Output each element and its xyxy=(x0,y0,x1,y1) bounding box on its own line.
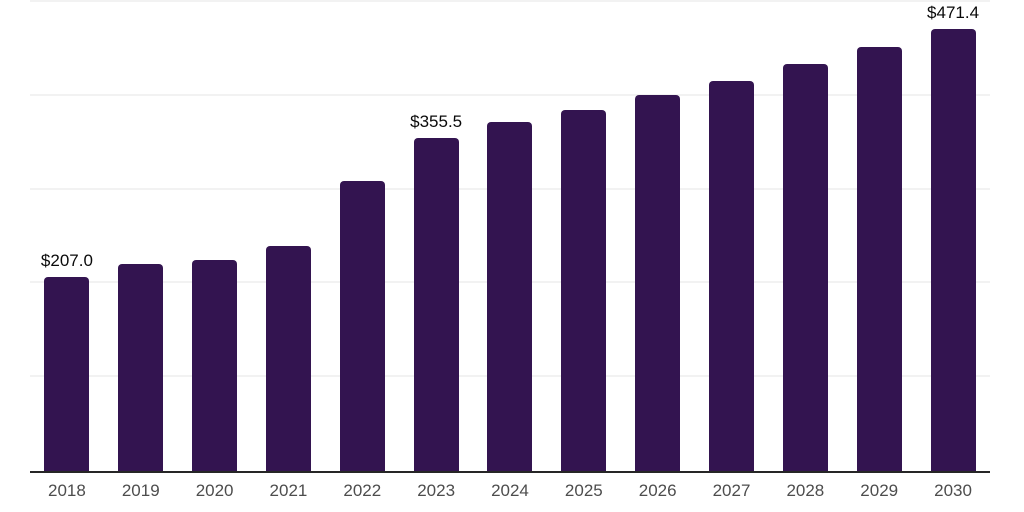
bar-2023 xyxy=(413,137,459,471)
bar-2027 xyxy=(709,81,755,471)
x-tick-2024: 2024 xyxy=(491,481,529,500)
bar-2025 xyxy=(561,109,607,471)
x-tick-2019: 2019 xyxy=(121,481,160,500)
bar-2026 xyxy=(635,94,681,471)
bar-slot-2027 xyxy=(695,2,769,471)
bar-slot-2025 xyxy=(547,2,621,471)
x-tick-2020: 2020 xyxy=(195,481,234,500)
bar-slot-2026 xyxy=(621,2,695,471)
x-axis-tick-labels: 2018 2019 2020 2021 2022 2023 2024 2025 2026 2027… xyxy=(30,481,990,501)
bars-container: $207.0 $355.5 $471.4 xyxy=(30,2,990,471)
bar-2020 xyxy=(192,260,238,471)
plot-area: $207.0 $355.5 $471.4 xyxy=(30,0,990,473)
x-tick-2030: 2030 xyxy=(934,481,972,500)
bar-2024 xyxy=(487,122,533,471)
bar-2022 xyxy=(339,180,385,471)
bar-value-label-2030: $471.4 xyxy=(927,2,980,22)
bar-slot-2020 xyxy=(178,2,252,471)
bar-slot-2023: $355.5 xyxy=(399,2,473,471)
x-axis-line xyxy=(30,471,990,473)
x-tick-2026: 2026 xyxy=(638,481,677,500)
gridline-400 xyxy=(30,93,990,96)
bar-slot-2029 xyxy=(842,2,916,471)
bar-2029 xyxy=(856,46,902,471)
x-tick-2023: 2023 xyxy=(417,481,456,500)
bar-2019 xyxy=(118,264,164,471)
x-tick-2029: 2029 xyxy=(860,481,899,500)
x-tick-2025: 2025 xyxy=(564,481,603,500)
x-tick-2021: 2021 xyxy=(269,481,308,500)
bar-2030 xyxy=(930,28,976,471)
x-tick-2027: 2027 xyxy=(712,481,751,500)
bar-slot-2022 xyxy=(325,2,399,471)
gridline-500 xyxy=(30,0,990,2)
bar-value-label-2018: $207.0 xyxy=(40,250,93,270)
bar-slot-2019 xyxy=(104,2,178,471)
bar-2021 xyxy=(265,246,311,471)
x-tick-2028: 2028 xyxy=(786,481,825,500)
bar-slot-2028 xyxy=(768,2,842,471)
x-tick-2018: 2018 xyxy=(48,481,86,500)
bar-slot-2021 xyxy=(252,2,326,471)
x-tick-2022: 2022 xyxy=(343,481,382,500)
bar-2018 xyxy=(44,276,90,471)
bar-slot-2018: $207.0 xyxy=(30,2,104,471)
bar-chart: $207.0 $355.5 $471.4 2018 2019 2020 2021 2022 2… xyxy=(30,0,990,512)
bar-value-label-2023: $355.5 xyxy=(410,111,463,131)
bar-slot-2030: $471.4 xyxy=(916,2,990,471)
bar-slot-2024 xyxy=(473,2,547,471)
bar-2028 xyxy=(782,63,828,471)
